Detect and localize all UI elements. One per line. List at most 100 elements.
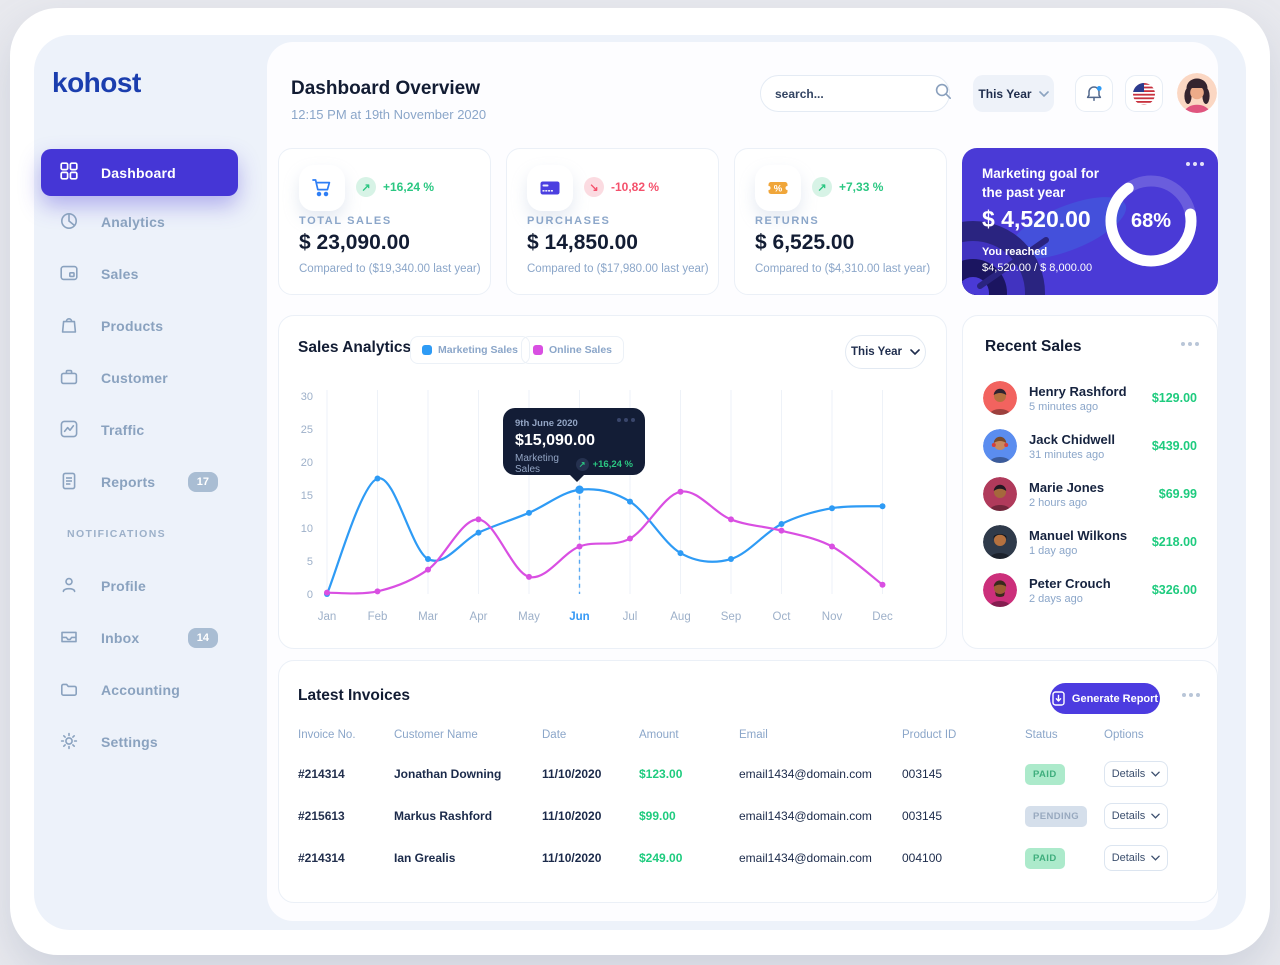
sidebar-item-customer[interactable]: Customer <box>41 352 238 404</box>
customer-avatar <box>983 477 1017 511</box>
customer-email: email1434@domain.com <box>739 851 872 865</box>
sidebar-item-products[interactable]: Products <box>41 300 238 352</box>
svg-text:Apr: Apr <box>470 611 488 623</box>
invoice-no: #215613 <box>298 809 345 823</box>
sidebar-item-analytics[interactable]: Analytics <box>41 196 238 248</box>
stat-value: $ 6,525.00 <box>755 231 855 254</box>
svg-text:Nov: Nov <box>822 611 843 623</box>
col-invoice-no: Invoice No. <box>298 729 356 741</box>
sidebar-item-dashboard[interactable]: Dashboard <box>41 149 238 196</box>
sidebar-item-traffic[interactable]: Traffic <box>41 404 238 456</box>
customer-avatar <box>983 573 1017 607</box>
page-subtitle: 12:15 PM at 19th November 2020 <box>291 107 487 122</box>
customer-avatar <box>983 429 1017 463</box>
bell-icon <box>1086 85 1102 101</box>
customer-name: Jack Chidwell <box>1029 431 1115 447</box>
stat-compare: Compared to ($17,980.00 last year) <box>527 263 709 275</box>
svg-text:Oct: Oct <box>773 611 792 623</box>
sidebar-item-accounting[interactable]: Accounting <box>41 664 238 716</box>
col-date: Date <box>542 729 567 741</box>
svg-text:Aug: Aug <box>670 611 690 623</box>
svg-text:Jan: Jan <box>318 611 337 623</box>
product-id: 003145 <box>902 767 943 781</box>
app-panel: kohost Dashboard Analytics Sales Product… <box>34 35 1246 930</box>
recent-sale-row[interactable]: Henry Rashford 5 minutes ago $129.00 <box>963 374 1217 422</box>
customer-name: Henry Rashford <box>1029 383 1127 399</box>
col-product-id: Product ID <box>902 729 957 741</box>
goal-menu-dots[interactable] <box>1186 162 1204 166</box>
details-dropdown[interactable]: Details <box>1104 761 1168 787</box>
header-period-select[interactable]: This Year <box>973 75 1054 112</box>
legend-online-sales[interactable]: Online Sales <box>521 336 625 364</box>
period-value: This Year <box>978 86 1032 101</box>
marketing-goal-card: Marketing goal for the past year $ 4,520… <box>962 148 1218 295</box>
sidebar-item-label: Traffic <box>101 422 145 438</box>
sale-amount: $129.00 <box>1151 391 1197 405</box>
sidebar-item-label: Analytics <box>101 214 166 230</box>
table-row: #214314 Jonathan Downing 11/10/2020 $123… <box>279 753 1217 795</box>
language-button[interactable] <box>1125 75 1163 112</box>
customer-name: Marie Jones <box>1029 479 1105 495</box>
sidebar-item-label: Profile <box>101 578 146 594</box>
sidebar-item-label: Dashboard <box>101 164 176 181</box>
recent-sale-row[interactable]: Peter Crouch 2 days ago $326.00 <box>963 566 1217 614</box>
svg-text:Jul: Jul <box>623 611 638 623</box>
chevron-down-icon <box>1151 855 1161 861</box>
sidebar-item-label: Products <box>101 318 164 334</box>
recent-sales-title: Recent Sales <box>985 338 1082 355</box>
svg-text:Sep: Sep <box>721 611 741 623</box>
change-badge: ↗ +16,24 % <box>356 177 434 197</box>
legend-marketing-sales[interactable]: Marketing Sales <box>410 336 530 364</box>
sidebar-item-profile[interactable]: Profile <box>41 560 238 612</box>
details-dropdown[interactable]: Details <box>1104 845 1168 871</box>
sidebar-item-label: Sales <box>101 266 139 282</box>
recent-sales-menu-dots[interactable] <box>1181 342 1199 346</box>
col-customer-name: Customer Name <box>394 729 478 741</box>
recent-sale-row[interactable]: Jack Chidwell 31 minutes ago $439.00 <box>963 422 1217 470</box>
tooltip-value: $15,090.00 <box>515 432 596 449</box>
invoice-amount: $99.00 <box>639 809 676 823</box>
sidebar-item-settings[interactable]: Settings <box>41 716 238 768</box>
svg-text:5: 5 <box>307 556 313 568</box>
gear-icon <box>60 732 78 753</box>
tooltip-series: Marketing Sales <box>515 453 559 475</box>
goal-reached-label: You reached <box>982 246 1048 258</box>
goal-reached-value: $4,520.00 / $ 8,000.00 <box>982 262 1093 274</box>
chart-title: Sales Analytics <box>298 339 412 356</box>
customer-avatar <box>983 381 1017 415</box>
stat-compare: Compared to ($19,340.00 last year) <box>299 263 481 275</box>
search-bar[interactable] <box>760 75 951 112</box>
trend-up-icon: ↗ <box>812 177 832 197</box>
sale-amount: $326.00 <box>1151 583 1197 597</box>
invoices-table-body: #214314 Jonathan Downing 11/10/2020 $123… <box>279 753 1217 879</box>
search-input[interactable] <box>775 86 935 101</box>
customer-email: email1434@domain.com <box>739 767 872 781</box>
goal-percent: 68% <box>1130 209 1172 232</box>
invoices-menu-dots[interactable] <box>1182 693 1200 697</box>
sidebar-item-reports[interactable]: Reports 17 <box>41 456 238 508</box>
goal-title: Marketing goal for the past year <box>982 166 1100 200</box>
app-frame: kohost Dashboard Analytics Sales Product… <box>10 8 1270 955</box>
notifications-button[interactable] <box>1075 75 1113 112</box>
invoice-date: 11/10/2020 <box>542 767 602 781</box>
invoice-amount: $123.00 <box>639 767 683 781</box>
sidebar-item-label: Inbox <box>101 630 140 646</box>
change-badge: ↘ -10,82 % <box>584 177 659 197</box>
recent-sale-row[interactable]: Marie Jones 2 hours ago $69.99 <box>963 470 1217 518</box>
sidebar-item-sales[interactable]: Sales <box>41 248 238 300</box>
goal-decoration <box>962 197 1127 295</box>
svg-text:%: % <box>774 184 783 195</box>
svg-text:May: May <box>518 611 540 623</box>
generate-report-button[interactable]: Generate Report <box>1050 683 1160 714</box>
trend-up-icon: ↗ <box>575 457 589 471</box>
sidebar-item-inbox[interactable]: Inbox 14 <box>41 612 238 664</box>
user-avatar[interactable] <box>1177 73 1217 113</box>
details-dropdown[interactable]: Details <box>1104 803 1168 829</box>
recent-sale-row[interactable]: Manuel Wilkons 1 day ago $218.00 <box>963 518 1217 566</box>
sidebar-item-label: Customer <box>101 370 168 386</box>
chart-period-select[interactable]: This Year <box>845 335 926 369</box>
stat-value: $ 14,850.00 <box>527 231 638 254</box>
inbox-tray-icon <box>60 628 78 649</box>
us-flag-icon <box>1133 82 1155 105</box>
product-id: 003145 <box>902 809 943 823</box>
